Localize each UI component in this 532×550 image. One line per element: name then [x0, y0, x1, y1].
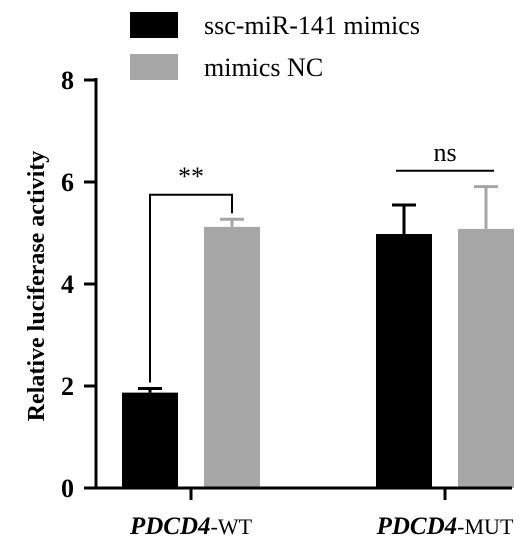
legend-label-0: ssc-miR-141 mimics	[204, 11, 420, 40]
legend-label-1: mimics NC	[204, 53, 323, 82]
y-tick-label-2: 2	[61, 372, 74, 401]
significance-label-1: ns	[433, 138, 456, 167]
significance-label-0: **	[178, 162, 204, 191]
y-tick-label-8: 8	[61, 66, 74, 95]
bar-0-1	[376, 234, 432, 488]
y-tick-label-4: 4	[61, 270, 74, 299]
legend-swatch-0	[130, 12, 178, 38]
gene-name: PDCD4	[129, 513, 211, 540]
y-axis-label: Relative luciferase activity	[24, 151, 50, 422]
x-tick-label-1: PDCD4-MUT	[376, 513, 514, 540]
bar-1-1	[458, 228, 514, 489]
legend-swatch-1	[130, 54, 178, 80]
bar-0-0	[122, 392, 178, 488]
significance-bracket-0	[149, 193, 233, 383]
gene-name: PDCD4	[376, 513, 458, 540]
bar-1-0	[204, 226, 260, 488]
construct-suffix: -MUT	[457, 514, 514, 539]
y-tick-label-0: 0	[61, 474, 74, 503]
construct-suffix: -WT	[211, 514, 253, 539]
x-tick-label-0: PDCD4-WT	[129, 513, 253, 540]
y-tick-label-6: 6	[61, 168, 74, 197]
